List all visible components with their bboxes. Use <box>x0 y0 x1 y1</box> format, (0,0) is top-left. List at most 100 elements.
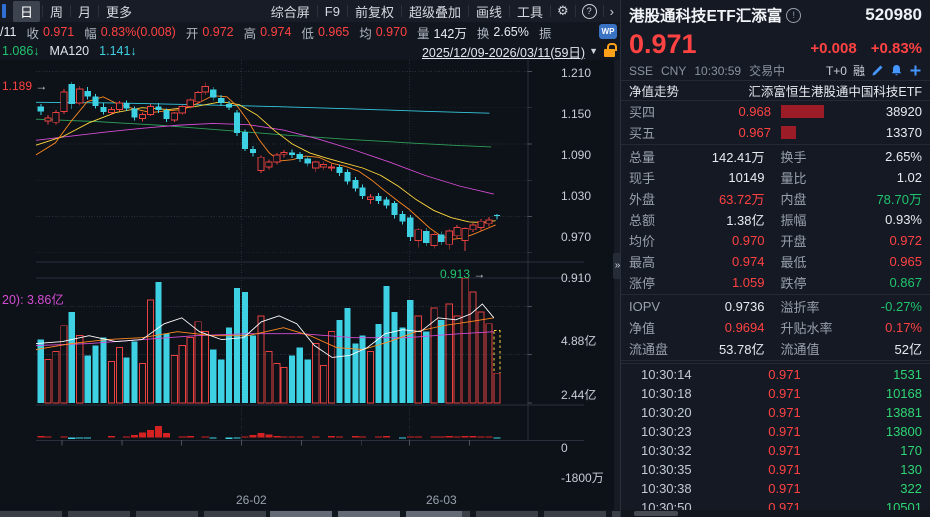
scrollbar-thumb[interactable] <box>270 511 462 517</box>
tick-row[interactable]: 10:30:23 0.971 13800 <box>621 422 930 441</box>
period-tab-日[interactable]: 日 <box>13 0 41 22</box>
date-range-label[interactable]: 2025/12/09-2026/03/11(59日) <box>421 45 586 60</box>
tick-time: 10:30:32 <box>641 443 692 458</box>
tick-time: 10:30:23 <box>641 424 692 439</box>
margin-badge: 融 <box>852 64 865 78</box>
tick-row[interactable]: 10:30:18 0.971 10168 <box>621 384 930 403</box>
volume-indicator-label: 20): 3.86亿 <box>2 293 64 307</box>
quote-time: 10:30:59 <box>694 63 742 78</box>
bid-row[interactable]: 买五 0.967 13370 <box>621 122 930 143</box>
stat-value: 1.02 <box>896 170 922 185</box>
chart-h-scrollbar[interactable] <box>0 510 620 517</box>
tick-price: 0.971 <box>768 462 801 477</box>
ohlc-label: 收 <box>26 26 39 41</box>
toolbar-button-超级叠加[interactable]: 超级叠加 <box>408 4 461 20</box>
stat-value: 0.93% <box>885 212 922 227</box>
collapse-panel-handle[interactable]: » <box>613 253 622 279</box>
tick-time: 10:30:14 <box>641 367 692 382</box>
separator <box>574 5 576 17</box>
main-chart-canvas[interactable] <box>0 60 620 517</box>
wp-badge-icon[interactable]: WP <box>599 24 617 39</box>
help-icon[interactable]: ? <box>581 3 597 19</box>
date-axis-label: 26-03 <box>426 493 457 507</box>
tick-volume: 1531 <box>893 367 922 382</box>
security-name[interactable]: 港股通科技ETF汇添富 <box>629 8 783 25</box>
tick-volume: 170 <box>900 443 922 458</box>
period-tab-更多[interactable]: 更多 <box>106 4 133 20</box>
period-tab-月[interactable]: 月 <box>78 4 92 20</box>
tick-list[interactable]: 10:30:14 0.971 1531 10:30:18 0.971 10168 10:30… <box>621 365 930 510</box>
gear-icon[interactable]: ⚙ <box>557 3 569 18</box>
toolbar-button-综合屏[interactable]: 综合屏 <box>270 4 310 20</box>
stat-value: 0.965 <box>889 254 922 269</box>
tick-price: 0.971 <box>768 500 801 510</box>
ohlc-value: 0.965 <box>317 25 350 39</box>
edit-pencil-icon[interactable] <box>871 64 884 77</box>
stat-value: 1.059 <box>731 275 765 290</box>
bid-label: 买五 <box>629 126 656 141</box>
tick-volume: 10168 <box>885 386 922 401</box>
fund-full-name[interactable]: 汇添富恒生港股通中国科技ETF <box>748 85 922 99</box>
tick-price: 0.971 <box>768 386 801 401</box>
low-price-annotation: 0.913 → <box>440 267 486 281</box>
period-tab-周[interactable]: 周 <box>50 4 64 20</box>
tick-volume: 13800 <box>885 424 922 439</box>
separator <box>98 5 100 17</box>
chevron-down-icon[interactable]: ▼ <box>589 46 598 56</box>
price-axis-label: 1.150 <box>561 106 592 121</box>
tick-volume: 10501 <box>885 500 922 510</box>
tick-row[interactable]: 10:30:32 0.971 170 <box>621 441 930 460</box>
tick-price: 0.971 <box>768 443 801 458</box>
stat-value: 0.972 <box>889 233 922 248</box>
tick-row[interactable]: 10:30:38 0.971 322 <box>621 479 930 498</box>
chart-background <box>0 60 620 510</box>
divider <box>621 294 930 295</box>
order-book: 买四 0.968 38920 买五 0.967 13370 <box>621 101 930 143</box>
stat-label: IOPV <box>629 299 661 314</box>
add-plus-icon[interactable] <box>909 64 922 77</box>
tick-row[interactable]: 10:30:50 0.971 10501 <box>621 498 930 510</box>
panel-h-scrollbar[interactable] <box>621 510 930 517</box>
separator <box>467 5 469 17</box>
stat-label: 内盘 <box>780 192 807 207</box>
toolbar-button-画线[interactable]: 画线 <box>475 4 502 20</box>
ohlc-value: 2.65% <box>493 25 529 39</box>
toolbar-actions: 综合屏 F9 前复权 超级叠加 画线 工具 ⚙? › <box>264 0 620 22</box>
date-range-selector[interactable]: 2025/12/09-2026/03/11(59日) ▼ <box>422 42 598 60</box>
separator <box>508 5 510 17</box>
tick-row[interactable]: 10:30:35 0.971 130 <box>621 460 930 479</box>
tick-row[interactable]: 10:30:20 0.971 13881 <box>621 403 930 422</box>
ohlc-label: 幅 <box>84 26 97 41</box>
price-axis-label: 1.090 <box>561 147 592 162</box>
ohlc-infobar: /11 收 0.971 幅 0.83%(0.008) 开 0.972 高 0.974 低 0.965… <box>0 22 620 42</box>
stat-row: 现手 10149 量比 1.02 <box>621 167 930 188</box>
high-price-annotation: 1.189 → <box>2 79 48 93</box>
info-icon[interactable]: ! <box>786 7 802 23</box>
stat-row: 均价 0.970 开盘 0.972 <box>621 230 930 251</box>
toolbar-button-F9[interactable]: F9 <box>324 3 340 19</box>
toolbar-button-前复权[interactable]: 前复权 <box>354 4 394 20</box>
nav-trend-link[interactable]: 净值走势 <box>629 85 680 99</box>
toolbar-button-工具[interactable]: 工具 <box>516 4 543 20</box>
stat-label: 量比 <box>780 171 807 186</box>
separator <box>346 5 348 17</box>
quote-stats: 总量 142.41万 换手 2.65% 现手 10149 量比 1.02 外盘 63.72万 内盘 7… <box>621 146 930 362</box>
tick-price: 0.971 <box>768 481 801 496</box>
scrollbar-thumb[interactable] <box>634 511 678 516</box>
alert-bell-icon[interactable] <box>890 64 903 77</box>
stat-value: 0.974 <box>731 254 765 269</box>
tick-time: 10:30:38 <box>641 481 692 496</box>
date-axis-label: 26-02 <box>236 493 267 507</box>
tick-row[interactable]: 10:30:14 0.971 1531 <box>621 365 930 384</box>
separator <box>400 5 402 17</box>
stat-label: 外盘 <box>629 192 656 207</box>
chevron-right-icon[interactable]: › <box>609 3 614 19</box>
price-change-pct: +0.83% <box>870 40 922 57</box>
bid-volume-bar <box>781 126 859 139</box>
volume-axis-label: 0 <box>561 441 568 455</box>
ohlc-label: 均 <box>359 26 372 41</box>
unlock-icon[interactable] <box>604 43 617 57</box>
divider <box>621 144 930 145</box>
bid-row[interactable]: 买四 0.968 38920 <box>621 101 930 122</box>
